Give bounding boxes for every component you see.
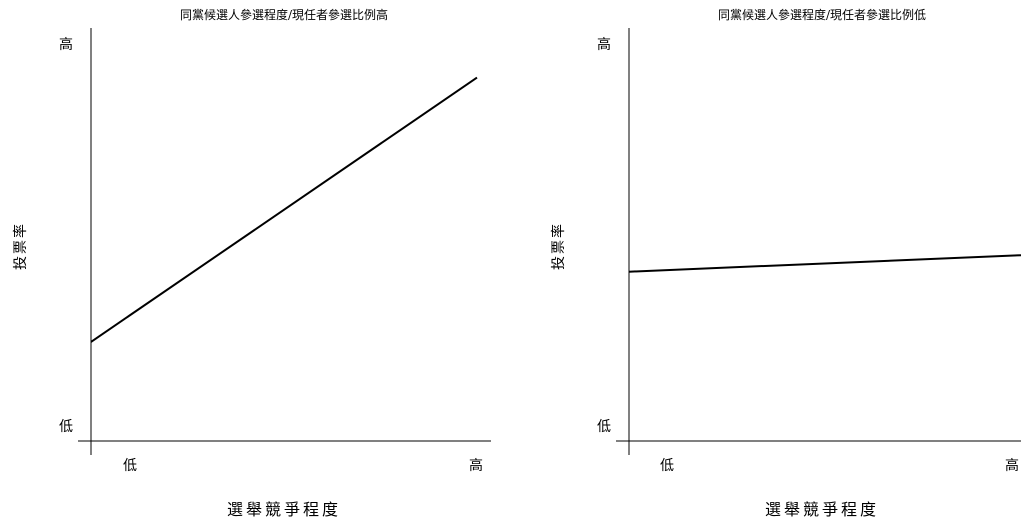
- series-line: [90, 76, 478, 343]
- x-axis-label: 選舉競爭程度: [226, 500, 342, 519]
- chart-title: 同黨候選人參選程度/現任者參選比例高: [179, 8, 389, 22]
- x-tick-low: 低: [123, 458, 137, 474]
- y-tick-low: 低: [59, 419, 73, 435]
- plot-area: [78, 28, 491, 455]
- plot-area: [616, 28, 1021, 455]
- chart-panel-right: 同黨候選人參選程度/現任者參選比例低 高 低 低 高 投票率 選舉競爭程度: [510, 0, 1021, 519]
- chart-panel-left: 同黨候選人參選程度/現任者參選比例高 高 低 低 高 投票率 選舉競爭程度: [0, 0, 510, 519]
- y-tick-high: 高: [597, 37, 611, 53]
- x-tick-high: 高: [469, 458, 483, 474]
- chart-title: 同黨候選人參選程度/現任者參選比例低: [717, 8, 927, 22]
- y-tick-low: 低: [597, 419, 611, 435]
- y-axis-label: 投票率: [13, 222, 29, 270]
- y-axis-label: 投票率: [551, 222, 567, 270]
- y-tick-high: 高: [59, 37, 73, 53]
- series-line: [628, 254, 1021, 273]
- x-tick-low: 低: [660, 458, 674, 474]
- x-tick-high: 高: [1005, 458, 1019, 474]
- x-axis-label: 選舉競爭程度: [764, 500, 880, 519]
